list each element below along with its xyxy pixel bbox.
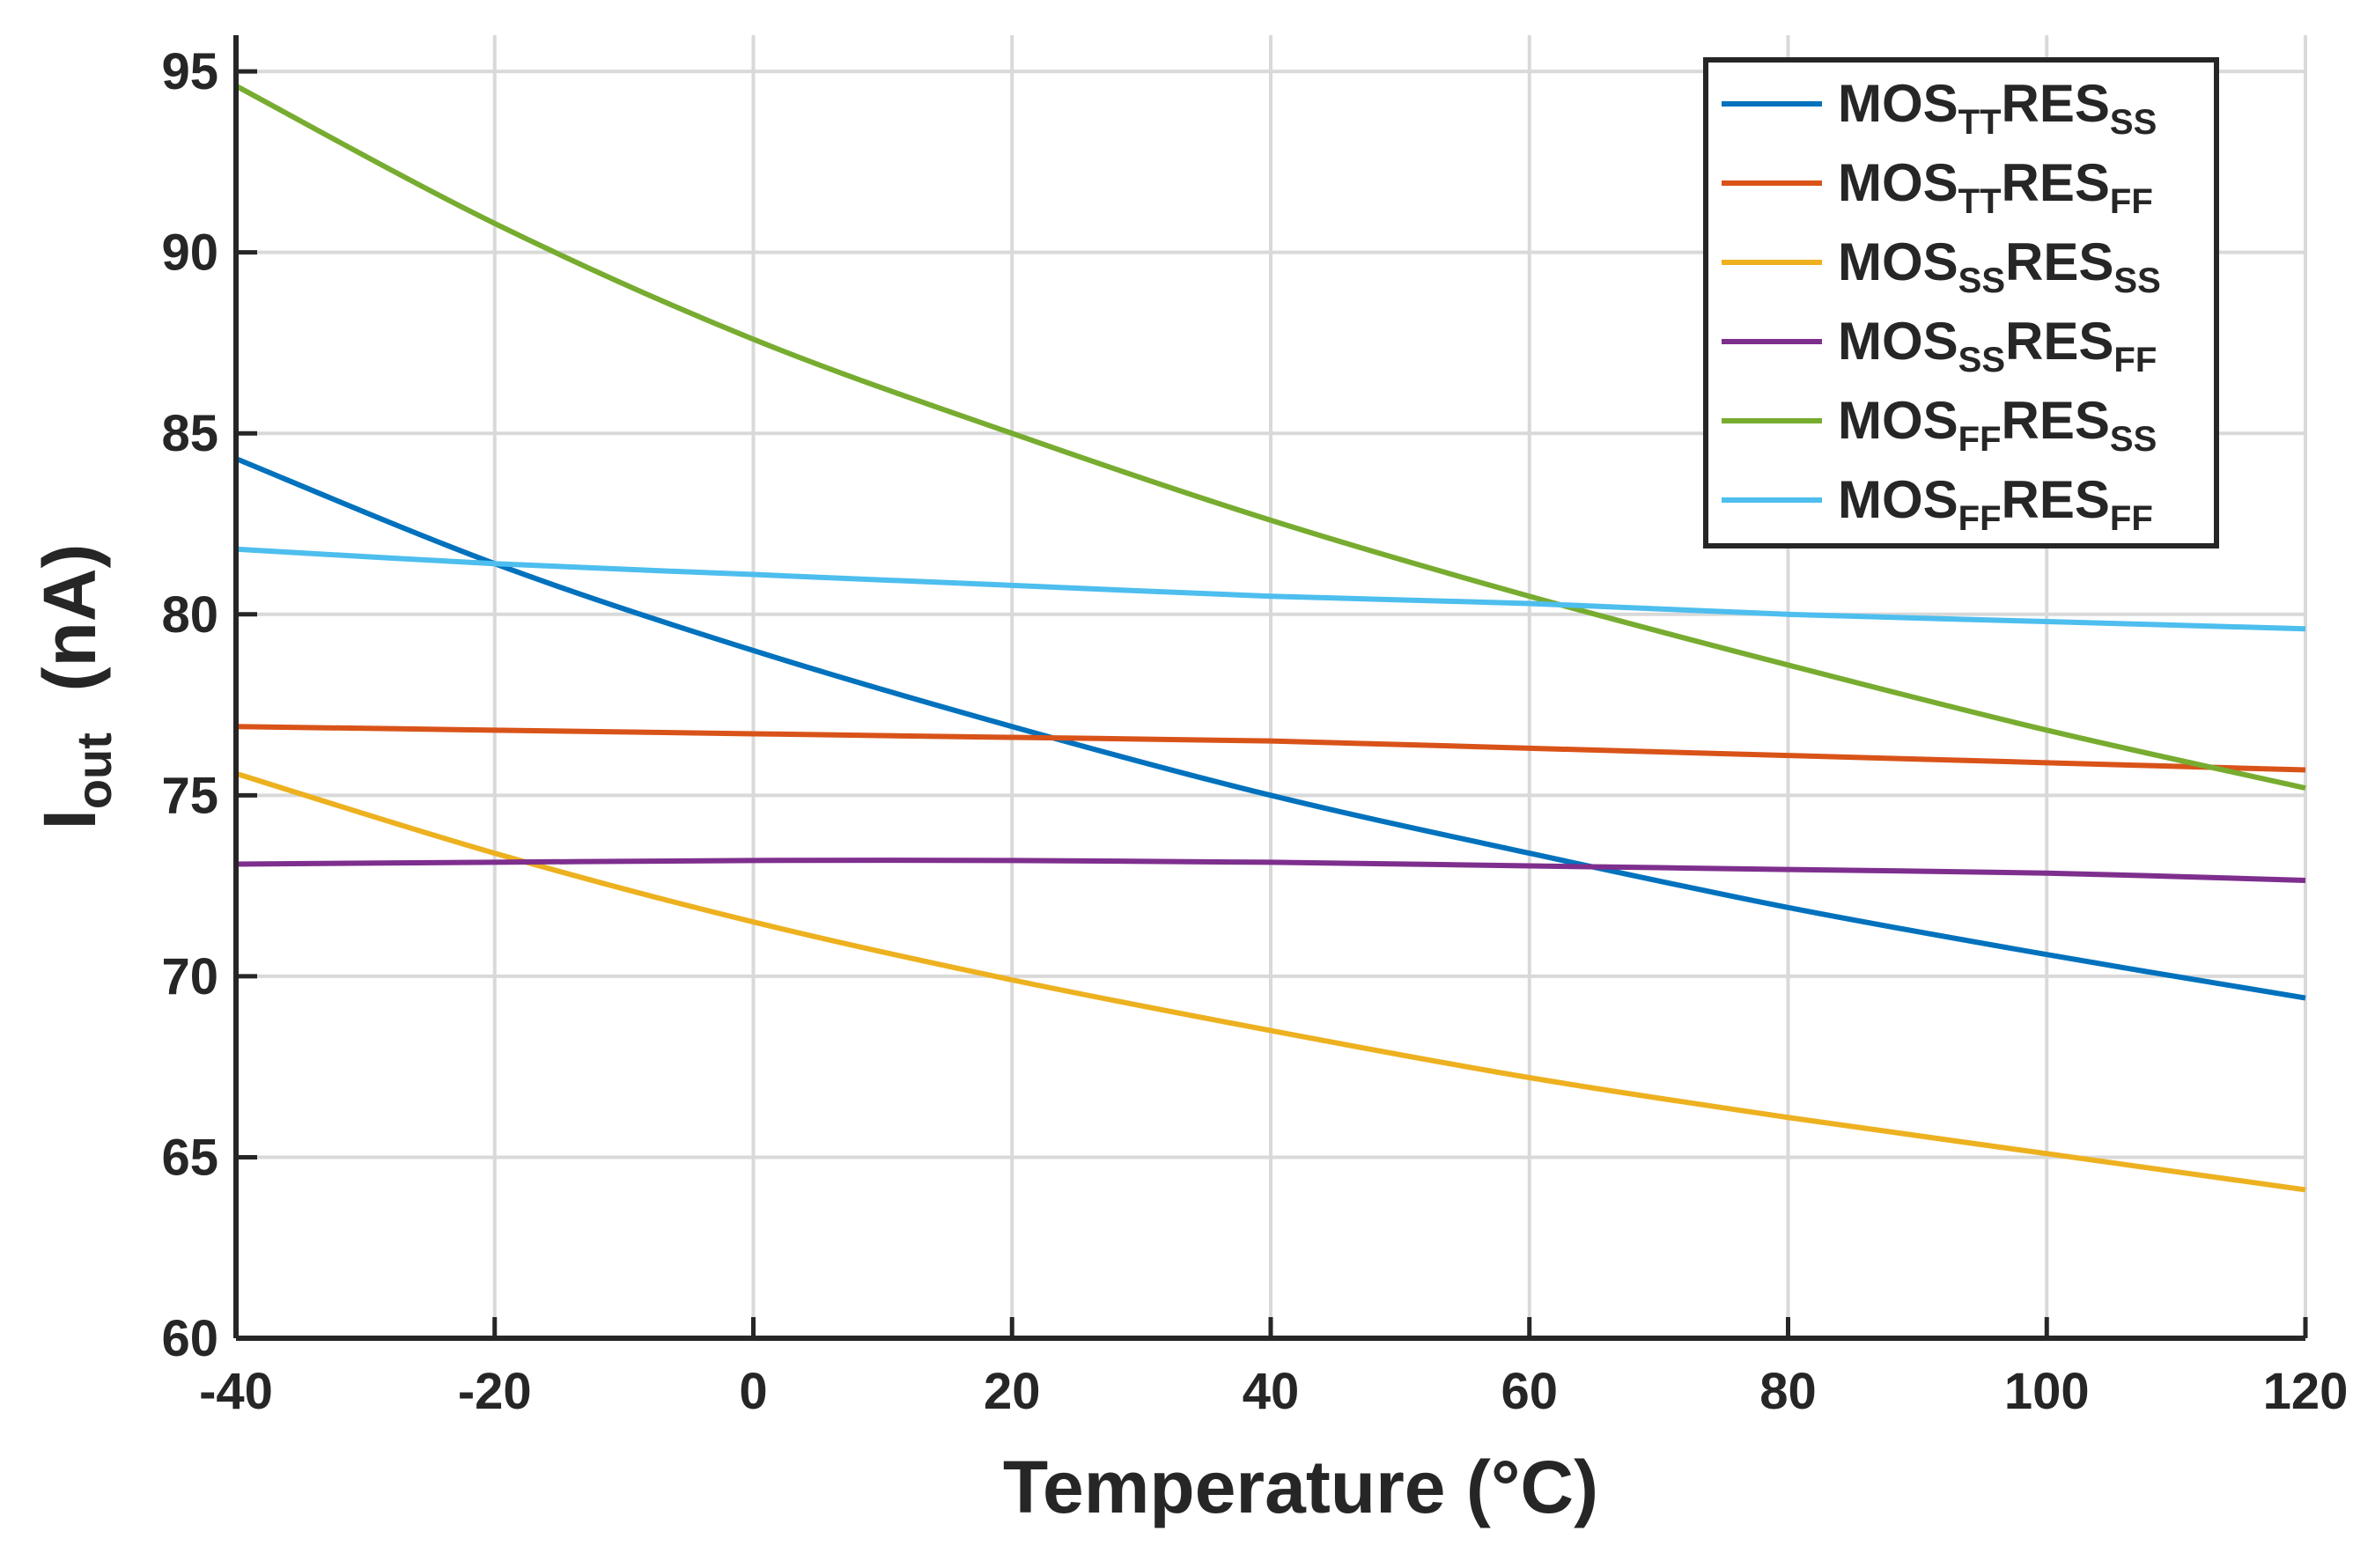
axes (233, 35, 2308, 1341)
series-line-6 (235, 546, 2306, 632)
x-tick-label: 20 (984, 1363, 1041, 1420)
x-tick-label: 40 (1243, 1363, 1300, 1420)
y-tick-label: 70 (161, 948, 218, 1005)
series-line-4 (235, 858, 2306, 883)
x-tick-label: 60 (1501, 1363, 1558, 1420)
y-tick-label: 75 (161, 767, 218, 824)
legend-label-5: MOSFFRESSS (1838, 391, 2157, 459)
x-axis-title: Temperature (°C) (1003, 1446, 1598, 1528)
legend-label-3: MOSSSRESSS (1838, 232, 2161, 300)
y-tick-label: 90 (161, 225, 218, 282)
y-tick-label: 85 (161, 405, 218, 462)
svg-text:Iout (nA): Iout (nA) (28, 544, 122, 830)
series-lines (234, 83, 2306, 1193)
y-tick-label: 80 (161, 586, 218, 644)
x-tick-label: 100 (2004, 1363, 2090, 1420)
x-tick-label: 80 (1759, 1363, 1817, 1420)
legend: MOSTTRESSS MOSTTRESFF MOSSSRESSS MOSSSRESFF… (1703, 57, 2219, 548)
y-tick-label: 65 (161, 1129, 218, 1186)
x-tick-label: -40 (199, 1363, 273, 1420)
x-tick-label: 120 (2263, 1363, 2349, 1420)
y-tick-label: 60 (161, 1310, 218, 1367)
series-line-3 (235, 770, 2306, 1193)
legend-label-6: MOSFFRESFF (1838, 470, 2153, 538)
series-line-5 (234, 83, 2306, 791)
y-tick-label: 95 (161, 43, 218, 100)
legend-label-2: MOSTTRESFF (1838, 153, 2153, 221)
y-axis-title: Iout (nA) (28, 544, 122, 830)
legend-box (1703, 57, 2219, 548)
series-line-2 (235, 724, 2306, 773)
tick-labels: -40 -20 0 20 40 60 80 100 120 60 65 70 75 80 85 90 95 (161, 43, 2348, 1420)
y-axis-title-main: I (28, 809, 111, 829)
y-axis-title-sub: out (66, 732, 122, 809)
legend-label-1: MOSTTRESSS (1838, 74, 2157, 142)
x-tick-label: -20 (458, 1363, 532, 1420)
legend-label-4: MOSSSRESFF (1838, 312, 2157, 379)
y-axis-title-unit: (nA) (28, 544, 111, 733)
x-tick-label: 0 (739, 1363, 767, 1420)
series-line-1 (234, 456, 2306, 1001)
